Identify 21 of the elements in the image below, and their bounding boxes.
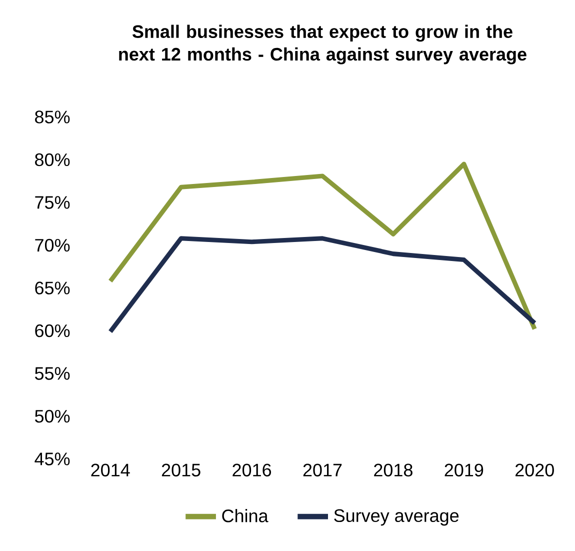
x-tick-label: 2017 (303, 464, 342, 476)
legend-label: Survey average (334, 509, 459, 526)
line-series (108, 236, 537, 334)
x-tick-label: 2014 (91, 464, 130, 476)
y-tick-label: 60% (35, 324, 70, 338)
y-tick-label: 85% (35, 110, 70, 124)
y-tick-label: 50% (34, 410, 70, 423)
x-tick-label: 2018 (374, 464, 412, 476)
y-tick-label: 80% (35, 153, 70, 166)
y-tick-label: 75% (35, 196, 70, 209)
legend-label: China (222, 509, 268, 522)
x-tick-label: 2016 (232, 464, 272, 476)
line-series (108, 162, 537, 332)
y-tick-label: 65% (35, 282, 70, 294)
x-tick-label: 2020 (516, 464, 554, 476)
y-tick-label: 45% (34, 452, 70, 466)
y-tick-label: 70% (35, 238, 70, 252)
x-tick-label: 2019 (444, 464, 484, 476)
x-tick-label: 2015 (162, 464, 200, 476)
y-tick-label: 55% (34, 367, 70, 380)
chart-title: Small businesses that expect to grow in the next 12 months - China against survey average (119, 24, 526, 64)
